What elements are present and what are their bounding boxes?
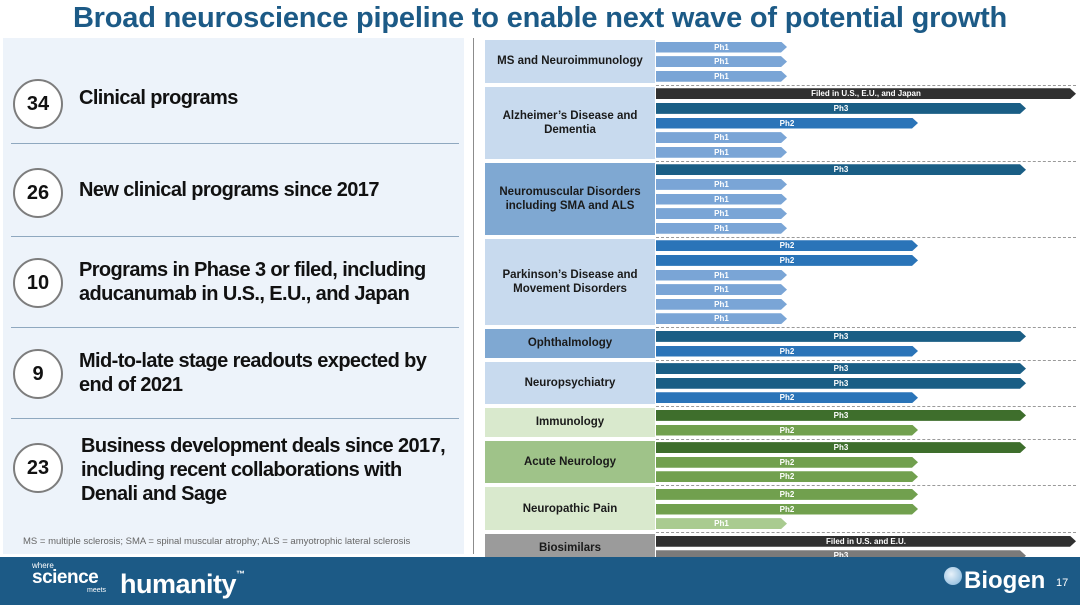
- category-divider: [656, 438, 1076, 440]
- pipeline-phase-bar: Ph1: [656, 147, 787, 158]
- pipeline-phase-bar: Ph2: [656, 457, 918, 468]
- biogen-logo: Biogen: [944, 563, 1045, 599]
- pipeline-category: Neuropathic Pain: [485, 487, 655, 531]
- pipeline-phase-bar: Ph1: [656, 132, 787, 143]
- pipeline-phase-bar: Ph1: [656, 299, 787, 310]
- pipeline-phase-bar: Ph1: [656, 179, 787, 190]
- pipeline-phase-bar: Ph2: [656, 425, 918, 436]
- pipeline-phase-bar: Ph3: [656, 363, 1026, 374]
- pipeline-category: Acute Neurology: [485, 440, 655, 484]
- pipeline-phase-bar: Ph2: [656, 255, 918, 266]
- pipeline-phase-bar: Ph3: [656, 410, 1026, 421]
- category-divider: [656, 406, 1076, 408]
- pipeline-phase-bar: Ph1: [656, 270, 787, 281]
- category-divider: [656, 327, 1076, 329]
- slogan-humanity: humanity™: [120, 569, 245, 599]
- stat-label: New clinical programs since 2017: [79, 179, 379, 201]
- stat-number-circle: 10: [13, 258, 63, 308]
- pipeline-phase-bar: Ph3: [656, 164, 1026, 175]
- stats-panel: 34 Clinical programs 26 New clinical pro…: [3, 38, 464, 554]
- category-divider: [656, 532, 1076, 534]
- pipeline-phase-bar: Ph1: [656, 284, 787, 295]
- stat-label: Mid-to-late stage readouts expected by e…: [79, 350, 427, 396]
- stat-divider: [11, 327, 459, 328]
- pipeline-phase-bar: Ph1: [656, 313, 787, 324]
- stat-label: Business development deals since 2017, i…: [81, 435, 446, 505]
- pipeline-phase-bar: Ph1: [656, 42, 787, 53]
- stat-number-circle: 9: [13, 349, 63, 399]
- category-divider: [656, 236, 1076, 238]
- slide-title: Broad neuroscience pipeline to enable ne…: [72, 2, 1008, 34]
- pipeline-phase-bar: Ph3: [656, 550, 1026, 561]
- pipeline-phase-bar: Ph3: [656, 442, 1026, 453]
- pipeline-category: Neuropsychiatry: [485, 361, 655, 405]
- pipeline-category: Neuromuscular Disorders including SMA an…: [485, 162, 655, 235]
- footnote: MS = multiple sclerosis; SMA = spinal mu…: [23, 536, 411, 547]
- slogan-meets: meets: [87, 587, 107, 594]
- footer-bar: where science meets humanity™ Biogen 17: [0, 557, 1080, 605]
- pipeline-category: Ophthalmology: [485, 329, 655, 358]
- slogan-science: science: [32, 567, 99, 588]
- biogen-logo-icon: [944, 567, 962, 585]
- stat-label: Programs in Phase 3 or filed, including …: [79, 259, 426, 305]
- pipeline-phase-bar: Ph3: [656, 103, 1026, 114]
- biogen-wordmark: Biogen: [964, 567, 1046, 594]
- pipeline-category: Immunology: [485, 408, 655, 437]
- category-divider: [656, 485, 1076, 487]
- stat-number-circle: 23: [13, 443, 63, 493]
- category-divider: [656, 359, 1076, 361]
- pipeline-phase-bar: Filed in U.S., E.U., and Japan: [656, 88, 1076, 99]
- pipeline-phase-bar: Ph1: [656, 56, 787, 67]
- pipeline-phase-bar: Ph1: [656, 194, 787, 205]
- pipeline-category: Alzheimer’s Disease and Dementia: [485, 86, 655, 159]
- slogan-where: where: [32, 561, 54, 570]
- category-divider: [656, 160, 1076, 162]
- pipeline-phase-bar: Ph2: [656, 471, 918, 482]
- pipeline-phase-bar: Filed in U.S. and E.U.: [656, 536, 1076, 547]
- category-divider: [656, 84, 1076, 86]
- pipeline-phase-bar: Ph2: [656, 240, 918, 251]
- pipeline-phase-bar: Ph3: [656, 378, 1026, 389]
- pipeline-phase-bar: Ph2: [656, 392, 918, 403]
- pipeline-phase-bar: Ph1: [656, 71, 787, 82]
- stat-divider: [11, 236, 459, 237]
- pipeline-category: MS and Neuroimmunology: [485, 40, 655, 83]
- stat-divider: [11, 143, 459, 144]
- stat-number-circle: 26: [13, 168, 63, 218]
- pipeline-phase-bar: Ph2: [656, 118, 918, 129]
- stat-number-circle: 34: [13, 79, 63, 129]
- pipeline-phase-bar: Ph2: [656, 489, 918, 500]
- pipeline-category: Parkinson’s Disease and Movement Disorde…: [485, 238, 655, 326]
- panel-divider: [473, 38, 474, 554]
- pipeline-phase-bar: Ph1: [656, 208, 787, 219]
- stat-divider: [11, 418, 459, 419]
- pipeline-phase-bar: Ph1: [656, 223, 787, 234]
- pipeline-phase-bar: Ph2: [656, 504, 918, 515]
- pipeline-phase-bar: Ph3: [656, 331, 1026, 342]
- pipeline-phase-bar: Ph2: [656, 346, 918, 357]
- stat-label: Clinical programs: [79, 87, 238, 109]
- page-number: 17: [1056, 577, 1069, 589]
- pipeline-phase-bar: Ph1: [656, 518, 787, 529]
